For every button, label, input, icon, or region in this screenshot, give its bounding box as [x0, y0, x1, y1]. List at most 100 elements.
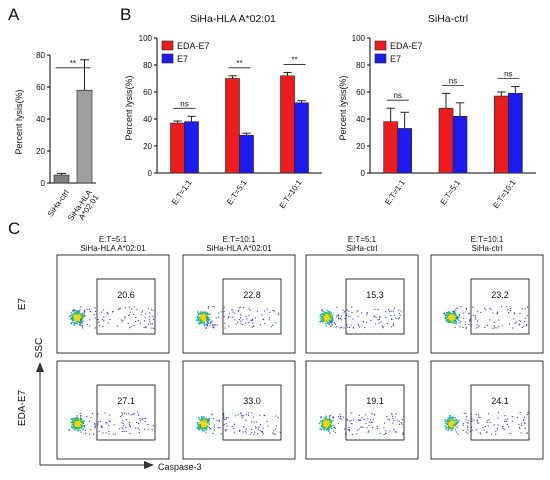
facs-dot [370, 421, 372, 423]
facs-dot [202, 319, 204, 321]
facs-dot [451, 429, 453, 431]
bar [53, 174, 70, 184]
facs-dot [205, 420, 207, 422]
facs-dot [476, 420, 478, 422]
facs-dot [81, 322, 83, 324]
facs-dot [73, 427, 75, 429]
facs-dot [346, 324, 348, 326]
facs-dot [467, 429, 469, 431]
facs-dot [489, 307, 491, 309]
facs-dot [251, 412, 253, 414]
facs-dot [77, 430, 80, 432]
facs-dot [382, 327, 384, 329]
facs-dot [328, 324, 330, 326]
facs-dot [259, 324, 262, 326]
facs-dot [322, 313, 325, 316]
facs-dot [452, 427, 454, 429]
facs-dot [94, 317, 96, 319]
facs-dot [351, 433, 353, 436]
facs-dot [151, 323, 154, 325]
facs-dot [486, 324, 488, 326]
facs-dot [76, 315, 78, 318]
facs-gate [470, 278, 530, 335]
facs-dot [137, 412, 139, 414]
facs-dot [152, 309, 154, 311]
facs-dot [452, 416, 454, 419]
facs-dot [210, 321, 212, 323]
facs-dot [374, 315, 376, 317]
facs-dot [213, 429, 215, 431]
facs-dot [445, 317, 447, 320]
facs-dot [518, 423, 520, 425]
facs-dot [209, 322, 211, 324]
facs-dot [511, 420, 513, 422]
facs-dot [326, 312, 328, 314]
facs-dot [386, 322, 389, 325]
facs-dot [390, 315, 392, 317]
facs-dot [515, 321, 517, 323]
legend-swatch [161, 40, 174, 51]
facs-dot [489, 421, 491, 424]
facs-dot [347, 419, 349, 421]
facs-dot [448, 420, 450, 423]
facs-plot: 27.1 [56, 360, 170, 460]
facs-dot [460, 320, 462, 322]
y-tick-label: 0 [41, 179, 46, 188]
facs-dot [498, 319, 500, 321]
facs-dot [73, 417, 75, 420]
facs-dot [138, 431, 140, 434]
facs-dot [467, 427, 469, 429]
facs-dot [326, 322, 329, 324]
facs-dot [102, 309, 104, 311]
facs-dot [325, 311, 327, 314]
facs-dot [449, 312, 451, 314]
facs-dot [479, 416, 481, 418]
facs-dot [448, 317, 450, 320]
facs-dot [266, 308, 268, 310]
facs-dot [76, 312, 79, 314]
legend-swatch [161, 53, 174, 64]
facs-dot [262, 428, 264, 430]
facs-dot [453, 424, 455, 426]
facs-dot [381, 325, 383, 327]
facs-dot [453, 322, 455, 325]
facs-dot [325, 319, 327, 322]
facs-dot [207, 323, 209, 326]
facs-dot [443, 312, 446, 315]
facs-dot [255, 427, 257, 429]
facs-dot [321, 424, 323, 426]
facs-plot: 24.1 [430, 360, 544, 460]
facs-dot [114, 433, 116, 435]
facs-dot [75, 317, 77, 319]
facs-dot [489, 319, 491, 321]
facs-dot [201, 321, 203, 323]
facs-dot [476, 324, 478, 326]
facs-dot [447, 311, 450, 314]
facs-dot [333, 426, 336, 428]
facs-dot [325, 425, 327, 428]
facs-dot [371, 413, 373, 415]
facs-dot [93, 433, 95, 435]
facs-dot [269, 311, 271, 313]
facs-dot [476, 422, 478, 424]
facs-dot [251, 421, 253, 423]
y-tick-label: 60 [356, 88, 365, 97]
facs-dot [326, 313, 329, 316]
facs-dot [231, 309, 233, 311]
facs-dot [368, 421, 370, 423]
facs-dot [218, 420, 220, 422]
facs-dot [76, 423, 78, 426]
facs-dot [507, 309, 509, 311]
facs-dot [454, 423, 456, 426]
facs-dot [457, 318, 459, 321]
facs-dot [199, 317, 201, 319]
facs-dot [73, 429, 75, 431]
facs-dot [70, 314, 72, 317]
facs-dot [147, 428, 149, 430]
facs-dot [203, 315, 205, 317]
facs-dot [211, 413, 213, 415]
facs-dot [197, 315, 199, 317]
chart-b2-ylabel: Percent lysis(%) [338, 75, 348, 140]
facs-dot [220, 311, 222, 313]
facs-dot [94, 307, 96, 309]
